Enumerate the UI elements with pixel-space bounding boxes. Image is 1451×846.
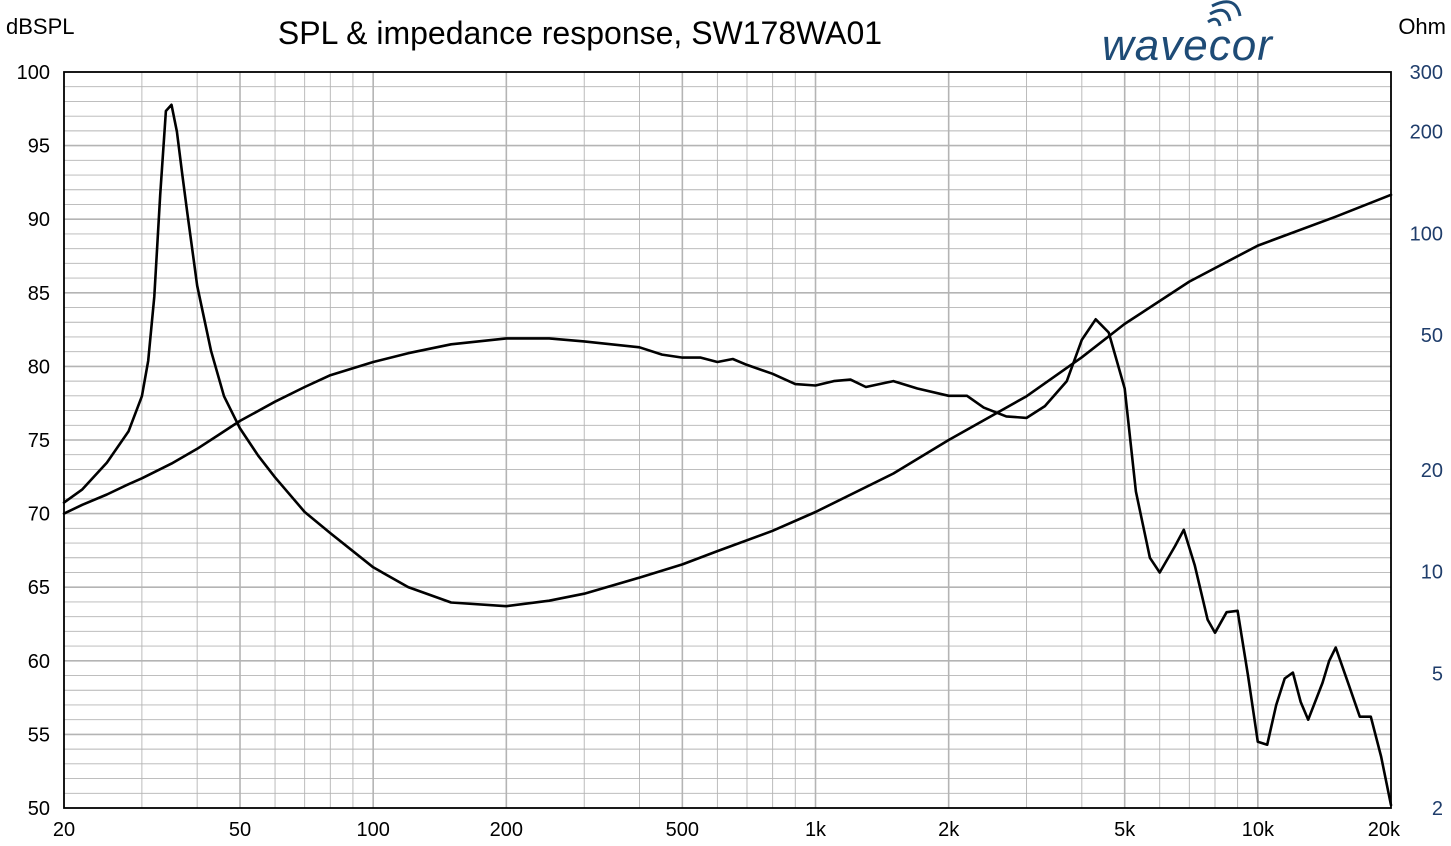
x-tick-label: 20 [53, 819, 75, 841]
logo-wave-medium [1209, 8, 1232, 22]
x-tick-label: 5k [1114, 819, 1136, 841]
right-y-tick-label: 20 [1421, 460, 1443, 482]
left-y-tick-label: 80 [28, 356, 50, 378]
x-tick-label: 20k [1368, 819, 1401, 841]
right-y-tick-label: 100 [1410, 223, 1443, 245]
right-y-tick-label: 2 [1432, 798, 1443, 820]
logo-wordmark: wavecor [1102, 21, 1274, 70]
left-y-tick-label: 75 [28, 430, 50, 452]
left-y-tick-label: 70 [28, 504, 50, 526]
chart-title: SPL & impedance response, SW178WA01 [278, 15, 882, 51]
left-y-tick-label: 55 [28, 724, 50, 746]
grid [64, 72, 1391, 808]
left-y-tick-label: 95 [28, 136, 50, 158]
right-y-tick-label: 10 [1421, 562, 1443, 584]
x-tick-label: 1k [805, 819, 827, 841]
right-y-tick-label: 50 [1421, 325, 1443, 347]
curves [62, 103, 1393, 807]
left-y-tick-label: 65 [28, 577, 50, 599]
spl-curve [62, 317, 1393, 807]
plot-frame [63, 71, 1392, 809]
axes: 1009590858075706560555030020010050201052… [17, 62, 1443, 841]
right-axis-unit: Ohm [1398, 14, 1446, 39]
left-y-tick-label: 90 [28, 209, 50, 231]
wavecor-logo: wavecor [1102, 0, 1274, 70]
impedance-curve [62, 103, 1393, 608]
x-tick-label: 200 [490, 819, 523, 841]
x-tick-label: 500 [666, 819, 699, 841]
logo-wave-small [1207, 17, 1222, 27]
right-y-tick-label: 5 [1432, 663, 1443, 685]
left-y-tick-label: 50 [28, 798, 50, 820]
x-tick-label: 100 [356, 819, 389, 841]
left-y-tick-label: 85 [28, 283, 50, 305]
left-y-tick-label: 60 [28, 651, 50, 673]
x-tick-label: 50 [229, 819, 251, 841]
right-y-tick-label: 200 [1410, 122, 1443, 144]
right-y-tick-label: 300 [1410, 62, 1443, 84]
left-axis-unit: dBSPL [6, 14, 75, 39]
left-y-tick-label: 100 [17, 62, 50, 84]
x-tick-label: 10k [1242, 819, 1275, 841]
logo-wave-large [1211, 0, 1242, 17]
x-tick-label: 2k [938, 819, 960, 841]
